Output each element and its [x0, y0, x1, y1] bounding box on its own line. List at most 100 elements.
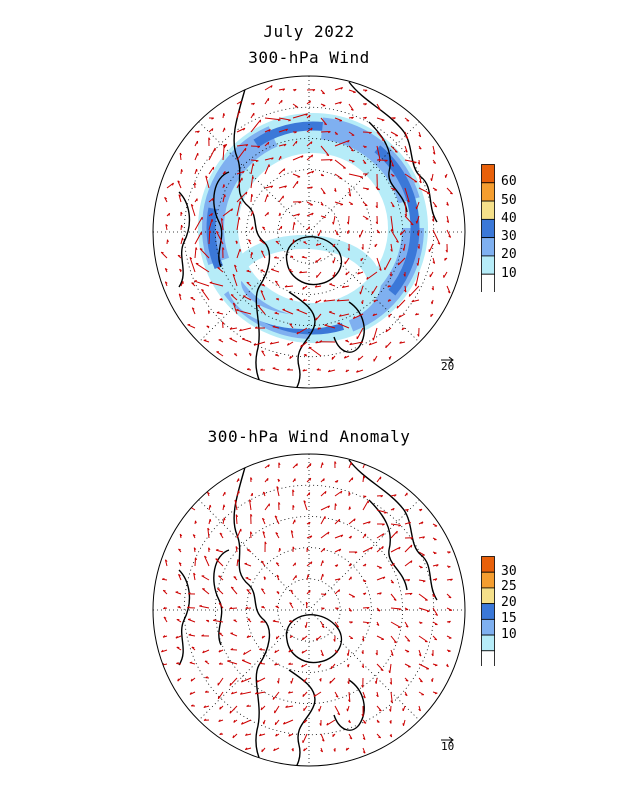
wind-arrow-head — [289, 356, 292, 359]
wind-arrow-head — [396, 530, 398, 534]
wind-arrow-head — [223, 144, 226, 148]
wind-arrow — [292, 180, 299, 189]
wind-arrow-head — [375, 205, 378, 209]
wind-arrow-head — [211, 117, 214, 120]
wind-arrow — [264, 117, 281, 121]
wind-arrow-head — [332, 221, 334, 225]
wind-arrow — [195, 263, 210, 273]
wind-arrow — [306, 561, 313, 567]
wind-arrow-head — [195, 247, 198, 250]
colorbar-swatch — [481, 218, 495, 239]
wind-arrow-head — [361, 651, 364, 655]
wind-arrow — [201, 575, 210, 581]
wind-arrow — [230, 586, 238, 595]
wind-arrow-head — [227, 660, 230, 662]
wind-arrow — [260, 588, 266, 595]
wind-arrow-head — [389, 273, 392, 277]
wind-arrow — [353, 313, 364, 320]
wind-arrow-head — [405, 136, 409, 139]
wind-arrow-head — [419, 508, 423, 512]
wind-arrow-head — [274, 515, 278, 518]
wind-arrow-head — [296, 331, 299, 335]
wind-arrow-head — [448, 235, 451, 238]
colorbar-swatch — [481, 587, 495, 605]
latitude-circle — [246, 169, 372, 295]
reference-vector — [441, 356, 454, 364]
wind-arrow-head — [215, 549, 219, 551]
wind-arrow — [236, 170, 245, 175]
wind-arrow-head — [338, 519, 341, 522]
wind-arrow-head — [239, 692, 243, 695]
wind-arrow-head — [251, 194, 254, 197]
colorbar-swatch — [481, 200, 495, 220]
wind-arrow-head — [323, 593, 327, 596]
colorbar-tick-label: 40 — [501, 210, 517, 226]
wind-arrow — [187, 324, 196, 329]
wind-arrow-head — [409, 592, 413, 596]
wind-arrow-head — [362, 751, 366, 754]
wind-arrow — [194, 152, 199, 161]
wind-arrow-head — [269, 341, 273, 345]
wind-arrow-head — [403, 273, 406, 277]
wind-arrow — [232, 302, 238, 315]
wind-arrow-head — [336, 480, 339, 483]
wind-arrow-head — [418, 147, 422, 150]
wind-arrow-head — [276, 562, 279, 565]
wind-arrow — [328, 369, 336, 373]
wind-arrow — [303, 500, 308, 511]
wind-arrow — [385, 341, 392, 349]
wind-arrow-head — [311, 154, 314, 158]
wind-arrow — [317, 229, 322, 237]
wind-arrow — [348, 187, 352, 197]
wind-arrow-head — [322, 192, 326, 195]
wind-arrow-head — [165, 281, 168, 284]
wind-arrow-head — [252, 176, 255, 179]
wind-arrow — [209, 282, 224, 287]
wind-arrow-head — [235, 308, 239, 311]
wind-arrow — [342, 285, 350, 289]
wind-arrow — [264, 194, 269, 203]
wind-arrow-head — [235, 514, 239, 517]
wind-arrow-head — [404, 694, 408, 697]
wind-arrow-head — [410, 223, 414, 226]
wind-arrow-head — [218, 602, 222, 605]
wind-arrow-head — [312, 89, 316, 92]
wind-arrow-head — [343, 355, 347, 359]
wind-arrow-head — [163, 589, 166, 592]
wind-arrow — [272, 691, 280, 700]
wind-arrow — [236, 191, 248, 203]
wind-arrow-head — [288, 691, 291, 694]
wind-arrow-head — [320, 749, 323, 753]
wind-arrow-head — [352, 316, 356, 319]
wind-arrow — [180, 237, 184, 245]
wind-arrow — [276, 486, 280, 497]
wind-arrow-head — [289, 602, 293, 605]
wind-arrow — [188, 634, 196, 637]
coastline — [288, 669, 316, 766]
wind-arrow-head — [172, 182, 174, 186]
wind-arrow — [446, 229, 452, 238]
wind-arrow-head — [309, 535, 313, 539]
wind-arrow — [320, 117, 327, 125]
wind-arrow-head — [348, 699, 351, 703]
wind-arrow — [348, 89, 356, 93]
wind-arrow-head — [315, 243, 319, 246]
wind-arrow-head — [416, 263, 419, 266]
wind-arrow-head — [381, 119, 385, 122]
wind-arrow — [202, 649, 210, 654]
colorbar-tick-label: 30 — [501, 563, 517, 579]
wind-arrow-head — [309, 100, 311, 104]
wind-arrow-head — [275, 733, 278, 737]
wind-arrow — [416, 201, 420, 210]
wind-arrow-head — [259, 648, 262, 650]
wind-arrow-head — [417, 246, 420, 249]
wind-arrow — [371, 285, 378, 295]
wind-arrow — [244, 563, 252, 567]
wind-arrow-head — [267, 212, 269, 215]
wind-arrow-head — [366, 188, 370, 191]
wind-arrow — [443, 271, 448, 278]
wind-arrow-head — [340, 534, 344, 538]
wind-arrow — [193, 572, 196, 581]
wind-arrow-head — [308, 114, 311, 118]
wind-arrow-head — [306, 547, 309, 551]
